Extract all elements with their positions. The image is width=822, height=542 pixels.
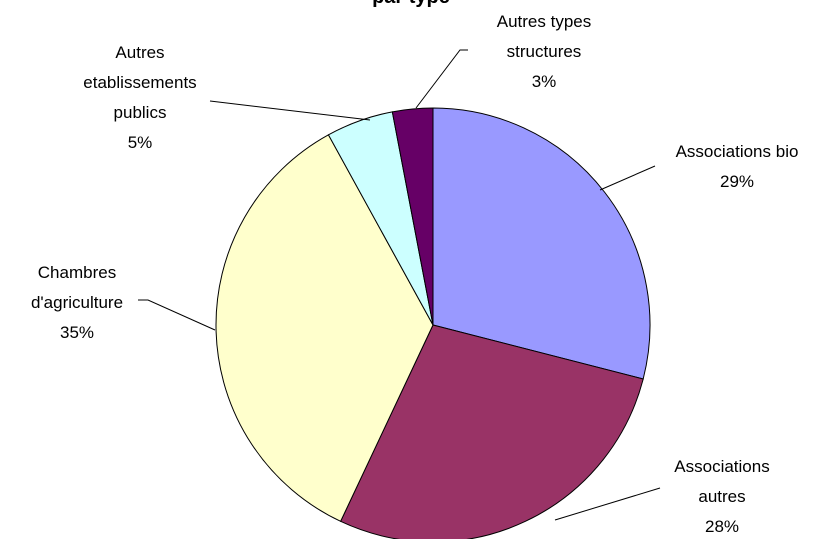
- pie-slice: [215, 134, 434, 523]
- slice-label: Associations autres 28%: [652, 452, 792, 542]
- slice-name: Associations autres: [674, 457, 770, 506]
- slice-name: Autres etablissements publics: [83, 43, 197, 122]
- slice-value: 3%: [531, 72, 557, 91]
- pie-slice: [339, 324, 644, 539]
- pie-slice: [432, 107, 651, 380]
- slice-name: Autres types structures: [496, 12, 592, 61]
- slice-value: 28%: [704, 517, 740, 536]
- slice-name: Chambres d'agriculture: [30, 263, 124, 312]
- leader-line: [138, 299, 216, 331]
- slice-label: Autres types structures 3%: [474, 7, 614, 97]
- slice-label: Chambres d'agriculture 35%: [20, 258, 134, 348]
- leader-line: [554, 487, 661, 521]
- leader-line: [599, 165, 656, 191]
- leader-line: [209, 100, 371, 121]
- leader-line: [415, 49, 468, 109]
- chart-title: par type: [0, 0, 822, 9]
- slice-name: Associations bio: [675, 142, 799, 161]
- slice-label: Autres etablissements publics 5%: [62, 38, 218, 158]
- slice-value: 35%: [59, 323, 95, 342]
- slice-value: 29%: [719, 172, 755, 191]
- slice-value: 5%: [127, 133, 153, 152]
- pie-slice: [391, 107, 434, 326]
- slice-label: Associations bio 29%: [652, 137, 822, 197]
